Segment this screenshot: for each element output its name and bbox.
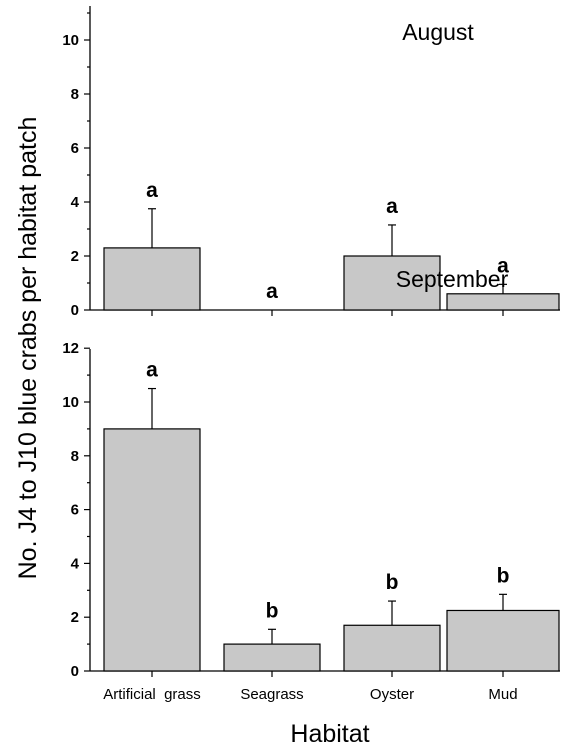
aug-significance-label-1: a [146, 179, 158, 202]
x-category-label: Artificial grass [103, 686, 201, 703]
sep-bar-2 [223, 643, 321, 672]
sep-bar-4 [446, 609, 560, 672]
aug-significance-label-4: a [497, 254, 509, 277]
y-tick-label: 6 [71, 502, 79, 519]
sep-significance-label-4: b [497, 564, 510, 587]
sep-bar-1 [103, 428, 201, 672]
y-tick-label: 8 [71, 86, 79, 103]
y-tick-label: 0 [71, 663, 79, 680]
x-category-label: Mud [488, 686, 517, 703]
y-tick-label: 12 [62, 340, 79, 357]
y-tick-label: 8 [71, 448, 79, 465]
aug-bar-4 [446, 293, 560, 311]
aug-significance-label-3: a [386, 195, 398, 218]
y-tick-label: 2 [71, 248, 79, 265]
y-tick-label: 10 [62, 394, 79, 411]
y-tick-label: 10 [62, 32, 79, 49]
sep-significance-label-3: b [386, 571, 399, 594]
august-panel: August 0 2 4 6 8 10 a a a a [62, 6, 560, 319]
y-tick-label: 4 [71, 194, 80, 211]
sep-bar-3 [343, 624, 441, 672]
x-category-label: Seagrass [240, 686, 303, 703]
sep-significance-label-2: b [266, 599, 279, 622]
panel-title: September [396, 266, 509, 292]
x-axis-title: Habitat [290, 720, 369, 748]
y-axis-title: No. J4 to J10 blue crabs per habitat pat… [14, 117, 42, 580]
y-tick-label: 4 [71, 555, 80, 572]
aug-bar-1 [103, 247, 201, 311]
y-tick-label: 6 [71, 140, 79, 157]
x-category-label: Oyster [370, 686, 414, 703]
y-tick-label: 0 [71, 302, 79, 319]
sep-significance-label-1: a [146, 359, 158, 382]
september-panel: September 0 2 4 6 8 10 12 a b b b [62, 266, 560, 680]
y-tick-label: 2 [71, 609, 79, 626]
aug-significance-label-2: a [266, 280, 278, 303]
category-labels: Artificial grass Seagrass Oyster Mud [103, 686, 517, 703]
panel-title: August [402, 19, 474, 45]
